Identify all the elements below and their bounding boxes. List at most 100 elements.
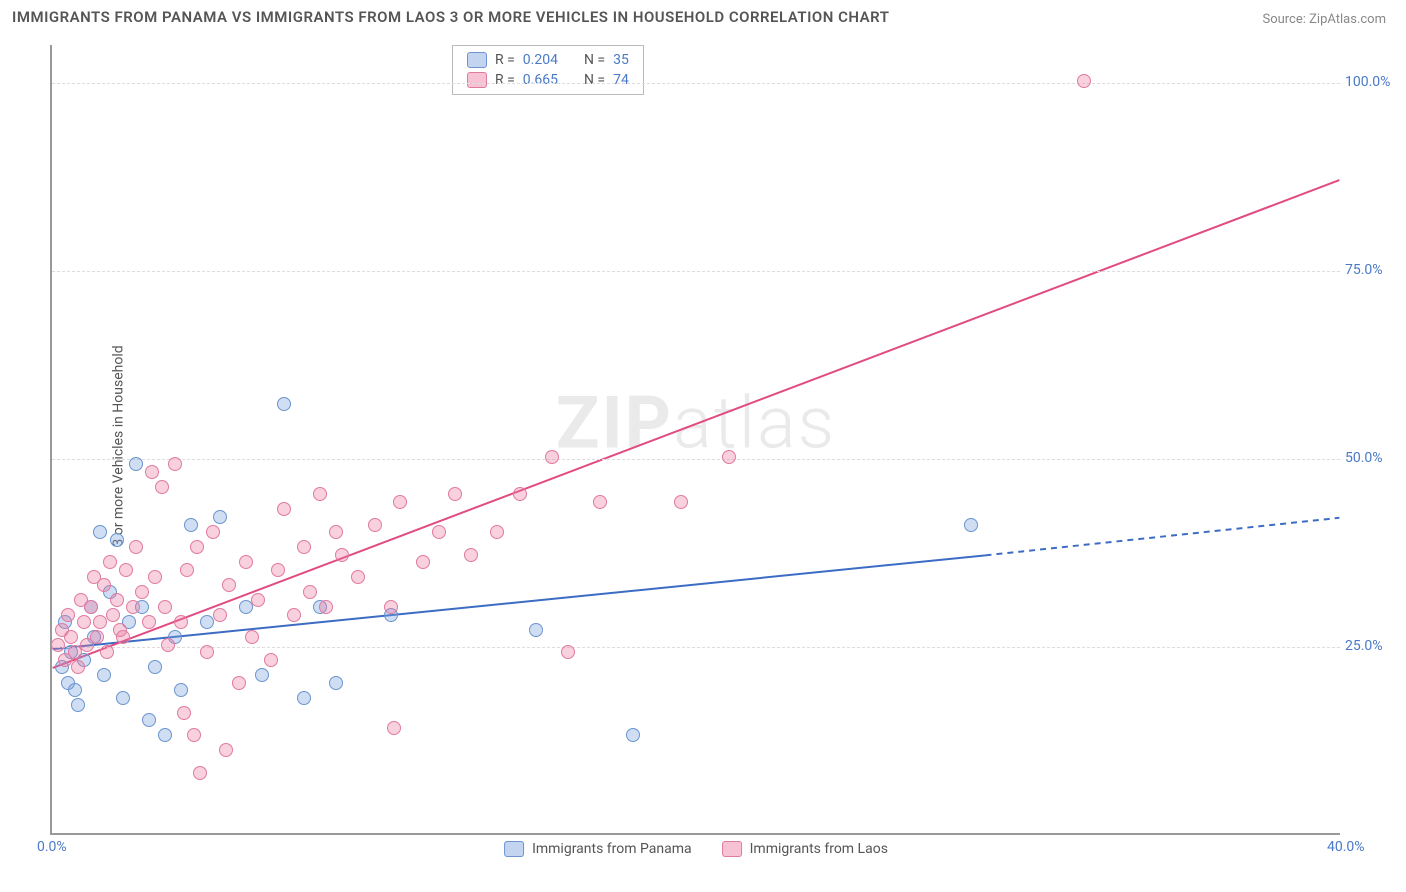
scatter-point	[200, 645, 214, 659]
legend-label-a: Immigrants from Panama	[532, 841, 692, 857]
scatter-point	[239, 600, 253, 614]
x-tick-label: 40.0%	[1327, 839, 1365, 855]
scatter-point	[174, 683, 188, 697]
scatter-point	[271, 563, 285, 577]
scatter-point	[64, 630, 78, 644]
scatter-point	[119, 563, 133, 577]
scatter-point	[168, 457, 182, 471]
r-label: R =	[495, 52, 515, 68]
scatter-point	[187, 728, 201, 742]
scatter-point	[184, 518, 198, 532]
r-label: R =	[495, 72, 515, 88]
scatter-point	[255, 668, 269, 682]
gridline-h	[52, 459, 1340, 460]
scatter-point	[180, 563, 194, 577]
scatter-point	[145, 465, 159, 479]
scatter-point	[222, 578, 236, 592]
scatter-point	[448, 487, 462, 501]
scatter-point	[110, 533, 124, 547]
scatter-point	[135, 585, 149, 599]
scatter-point	[190, 540, 204, 554]
scatter-point	[529, 623, 543, 637]
swatch-a-icon	[467, 52, 487, 68]
scatter-point	[264, 653, 278, 667]
n-value-b: 74	[613, 72, 629, 88]
scatter-point	[232, 676, 246, 690]
scatter-point	[97, 668, 111, 682]
scatter-point	[51, 638, 65, 652]
scatter-point	[116, 691, 130, 705]
legend-row-b: R = 0.665 N = 74	[467, 70, 629, 90]
scatter-point	[61, 608, 75, 622]
scatter-point	[545, 450, 559, 464]
scatter-point	[319, 600, 333, 614]
scatter-plot: ZIPatlas R = 0.204 N = 35 R = 0.665 N = …	[50, 45, 1340, 835]
trend-lines	[52, 45, 1340, 833]
scatter-point	[129, 540, 143, 554]
scatter-point	[513, 487, 527, 501]
legend-row-a: R = 0.204 N = 35	[467, 50, 629, 70]
y-tick-label: 75.0%	[1345, 262, 1400, 278]
scatter-point	[213, 608, 227, 622]
correlation-legend: R = 0.204 N = 35 R = 0.665 N = 74	[452, 45, 644, 95]
watermark: ZIPatlas	[556, 381, 836, 466]
swatch-b-icon	[467, 72, 487, 88]
scatter-point	[626, 728, 640, 742]
scatter-point	[93, 615, 107, 629]
scatter-point	[387, 721, 401, 735]
scatter-point	[722, 450, 736, 464]
scatter-point	[84, 600, 98, 614]
scatter-point	[77, 615, 91, 629]
scatter-point	[277, 502, 291, 516]
gridline-h	[52, 83, 1340, 84]
scatter-point	[490, 525, 504, 539]
legend-label-b: Immigrants from Laos	[750, 841, 888, 857]
chart-title: IMMIGRANTS FROM PANAMA VS IMMIGRANTS FRO…	[12, 8, 889, 26]
watermark-light: atlas	[673, 381, 836, 466]
y-tick-label: 25.0%	[1345, 638, 1400, 654]
gridline-h	[52, 647, 1340, 648]
source-label: Source: ZipAtlas.com	[1262, 12, 1386, 27]
scatter-point	[161, 638, 175, 652]
scatter-point	[313, 487, 327, 501]
scatter-point	[287, 608, 301, 622]
scatter-point	[193, 766, 207, 780]
scatter-point	[174, 615, 188, 629]
scatter-point	[148, 660, 162, 674]
scatter-point	[110, 593, 124, 607]
scatter-point	[116, 630, 130, 644]
scatter-point	[329, 525, 343, 539]
scatter-point	[219, 743, 233, 757]
r-value-b: 0.665	[523, 72, 558, 88]
scatter-point	[297, 691, 311, 705]
n-label: N =	[584, 52, 605, 68]
scatter-point	[303, 585, 317, 599]
watermark-bold: ZIP	[556, 381, 673, 466]
x-tick-label: 0.0%	[37, 839, 67, 855]
scatter-point	[416, 555, 430, 569]
scatter-point	[206, 525, 220, 539]
n-label: N =	[584, 72, 605, 88]
scatter-point	[335, 548, 349, 562]
scatter-point	[464, 548, 478, 562]
scatter-point	[68, 683, 82, 697]
y-tick-label: 100.0%	[1345, 74, 1400, 90]
scatter-point	[177, 706, 191, 720]
scatter-point	[329, 676, 343, 690]
legend-item-a: Immigrants from Panama	[504, 841, 692, 857]
scatter-point	[277, 397, 291, 411]
scatter-point	[126, 600, 140, 614]
series-legend: Immigrants from Panama Immigrants from L…	[504, 841, 888, 857]
scatter-point	[200, 615, 214, 629]
scatter-point	[71, 698, 85, 712]
scatter-point	[68, 645, 82, 659]
scatter-point	[158, 600, 172, 614]
swatch-b-icon	[722, 841, 742, 857]
scatter-point	[368, 518, 382, 532]
scatter-point	[158, 728, 172, 742]
scatter-point	[384, 600, 398, 614]
swatch-a-icon	[504, 841, 524, 857]
scatter-point	[213, 510, 227, 524]
scatter-point	[100, 645, 114, 659]
r-value-a: 0.204	[523, 52, 558, 68]
